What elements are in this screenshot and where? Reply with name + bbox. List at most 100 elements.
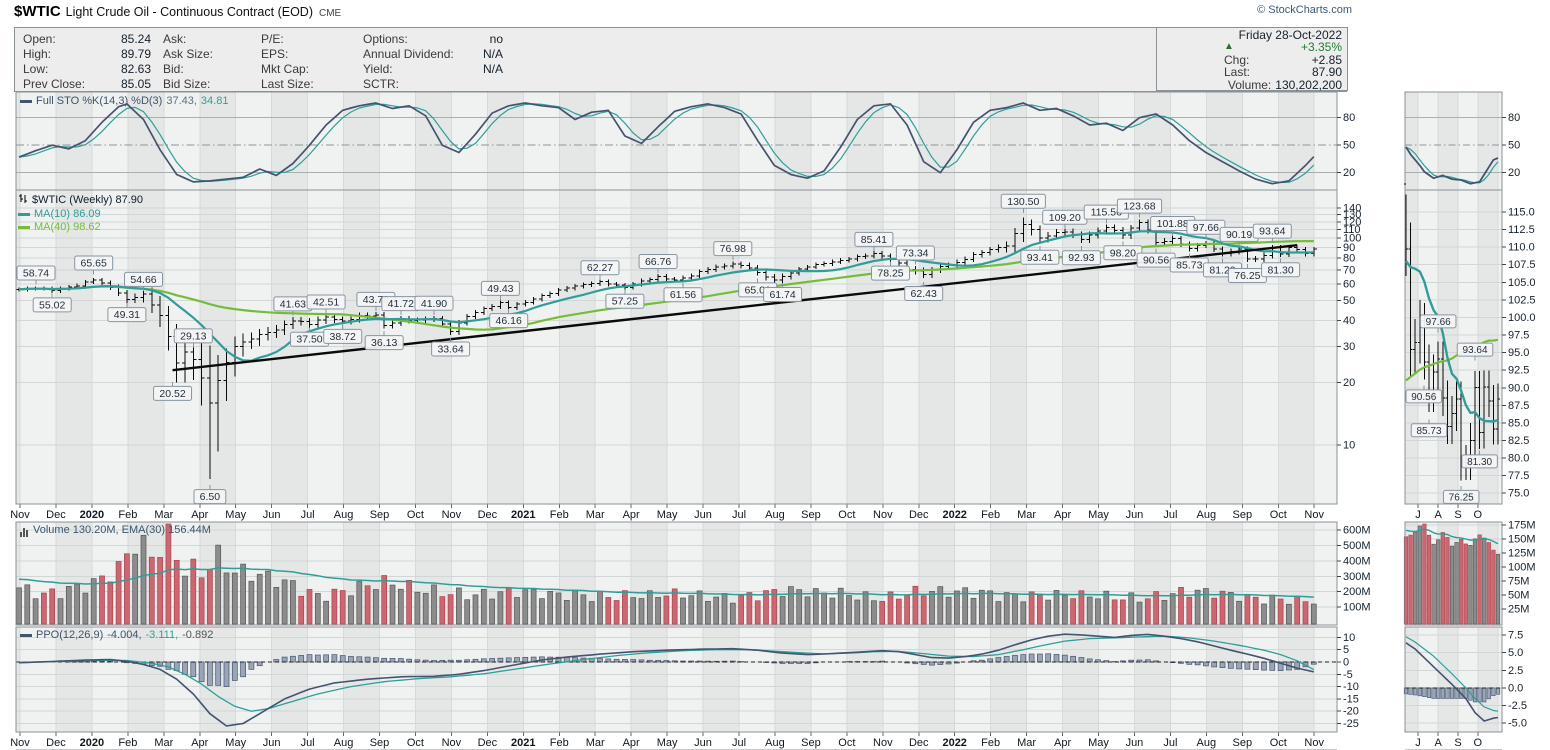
svg-text:600M: 600M: [1343, 524, 1371, 536]
svg-text:85.41: 85.41: [861, 234, 887, 246]
sto-legend-label: Full STO %K(14,3) %D(3): [36, 95, 163, 107]
svg-text:Apr: Apr: [623, 737, 640, 749]
svg-text:Jul: Jul: [732, 509, 746, 521]
svg-text:-20: -20: [1343, 706, 1359, 718]
svg-text:82.5: 82.5: [1508, 435, 1529, 447]
chg-label: Chg:: [1224, 52, 1250, 67]
svg-text:Aug: Aug: [765, 509, 785, 521]
main-sto-panel: 80 50 20: [15, 91, 1355, 191]
svg-text:100: 100: [1343, 233, 1361, 245]
svg-text:May: May: [1088, 509, 1109, 521]
svg-text:7.5: 7.5: [1508, 630, 1523, 642]
svg-text:Feb: Feb: [118, 509, 137, 521]
svg-text:70: 70: [1343, 265, 1355, 277]
svg-text:49.43: 49.43: [487, 283, 513, 295]
svg-text:38.72: 38.72: [330, 331, 356, 343]
ma40-legend: MA(40) 98.62: [34, 221, 101, 233]
svg-text:100M: 100M: [1508, 562, 1536, 574]
quote-field: Bid Size:: [163, 77, 211, 91]
svg-text:110: 110: [1343, 224, 1361, 236]
quote-summary: Friday 28-Oct-2022 ▲ +3.35% Chg: +2.85 Las…: [1156, 27, 1348, 91]
svg-text:49.31: 49.31: [114, 309, 140, 321]
svg-text:Dec: Dec: [909, 737, 929, 749]
svg-text:O: O: [1474, 509, 1483, 521]
svg-text:Nov: Nov: [442, 737, 462, 749]
mini-annotations: 90.56 85.73 97.66 76.25 93.64 81.30: [1405, 314, 1498, 504]
svg-text:123.68: 123.68: [1123, 201, 1155, 213]
svg-text:Aug: Aug: [1197, 737, 1217, 749]
svg-text:81.30: 81.30: [1467, 457, 1492, 468]
svg-text:Aug: Aug: [334, 737, 354, 749]
svg-text:200M: 200M: [1343, 586, 1371, 598]
svg-text:O: O: [1474, 737, 1483, 749]
svg-text:Nov: Nov: [442, 509, 462, 521]
svg-text:Nov: Nov: [1304, 509, 1324, 521]
svg-text:92.93: 92.93: [1068, 252, 1094, 264]
svg-text:105.0: 105.0: [1508, 277, 1536, 289]
svg-text:Mar: Mar: [154, 737, 173, 749]
ppo-line-icon: [20, 634, 32, 637]
svg-text:Feb: Feb: [550, 737, 569, 749]
svg-text:S: S: [1454, 737, 1461, 749]
svg-text:J: J: [1415, 509, 1421, 521]
svg-text:109.20: 109.20: [1049, 212, 1081, 224]
svg-text:61.56: 61.56: [670, 289, 696, 301]
svg-text:41.72: 41.72: [388, 298, 414, 310]
quote-field: Low: 82.63: [23, 62, 151, 76]
price-annotations: 58.74 55.02 65.65 49.31 54.66 20.52 29.13 6.50 4…: [16, 193, 1301, 505]
svg-text:Apr: Apr: [1054, 509, 1071, 521]
svg-text:2021: 2021: [511, 737, 535, 749]
svg-text:-5.0: -5.0: [1508, 718, 1527, 730]
mini-ppo-panel: 7.5 5.0 2.5 0.0 -2.5 -5.0: [1403, 626, 1527, 733]
volume-label: Volume:: [1227, 77, 1272, 92]
svg-text:Oct: Oct: [407, 509, 424, 521]
svg-text:101.88: 101.88: [1157, 218, 1189, 230]
svg-text:Apr: Apr: [191, 737, 208, 749]
svg-text:130.50: 130.50: [1007, 196, 1039, 208]
quote-field: Prev Close: 85.05: [23, 77, 151, 91]
svg-text:400M: 400M: [1343, 555, 1371, 567]
svg-text:Mar: Mar: [586, 737, 605, 749]
volume-legend-text: Volume 130.20M, EMA(30) 156.44M: [33, 524, 211, 536]
mini-sto-panel: 80 50 20: [1404, 91, 1520, 191]
svg-text:Sep: Sep: [1233, 509, 1253, 521]
svg-text:20.52: 20.52: [159, 388, 185, 400]
up-triangle-icon: ▲: [1224, 41, 1234, 53]
svg-text:40: 40: [1343, 315, 1355, 327]
svg-text:36.13: 36.13: [371, 337, 397, 349]
svg-text:57.25: 57.25: [612, 296, 638, 308]
svg-text:130: 130: [1343, 209, 1361, 221]
svg-text:Jun: Jun: [694, 509, 712, 521]
svg-text:90.19: 90.19: [1226, 229, 1252, 241]
svg-text:140: 140: [1343, 202, 1361, 214]
svg-text:120: 120: [1343, 216, 1361, 228]
svg-text:May: May: [225, 737, 246, 749]
svg-text:115.56: 115.56: [1091, 207, 1122, 219]
svg-text:May: May: [657, 509, 678, 521]
svg-text:Mar: Mar: [586, 509, 605, 521]
sto-legend: Full STO %K(14,3) %D(3) 37.43, 34.81: [20, 95, 228, 108]
svg-text:-10: -10: [1343, 681, 1359, 693]
svg-text:77.5: 77.5: [1508, 470, 1529, 482]
svg-text:Sep: Sep: [1233, 737, 1253, 749]
page-title: Light Crude Oil - Continuous Contract (E…: [65, 5, 313, 19]
svg-text:76.25: 76.25: [1449, 492, 1474, 503]
svg-text:2020: 2020: [80, 737, 104, 749]
main-price-panel: 58.74 55.02 65.65 49.31 54.66 20.52 29.13 6.50 4…: [15, 189, 1361, 505]
ppo-legend: PPO(12,26,9) -4.004, -3.111, -0.892: [20, 629, 213, 642]
svg-text:97.66: 97.66: [1426, 317, 1451, 328]
svg-text:112.5: 112.5: [1508, 224, 1535, 236]
svg-text:Jun: Jun: [263, 737, 281, 749]
svg-text:100.0: 100.0: [1508, 312, 1536, 324]
svg-text:76.98: 76.98: [720, 243, 746, 255]
svg-text:Jul: Jul: [1163, 737, 1177, 749]
svg-text:Oct: Oct: [407, 737, 424, 749]
svg-text:May: May: [225, 509, 246, 521]
ma40-line-icon: [18, 226, 30, 229]
svg-text:78.25: 78.25: [877, 268, 903, 280]
svg-text:75.0: 75.0: [1508, 488, 1529, 500]
volume-legend: Volume 130.20M, EMA(30) 156.44M: [20, 524, 211, 537]
ppo-signal-value: -3.111,: [145, 629, 179, 641]
svg-text:97.66: 97.66: [1193, 222, 1219, 234]
